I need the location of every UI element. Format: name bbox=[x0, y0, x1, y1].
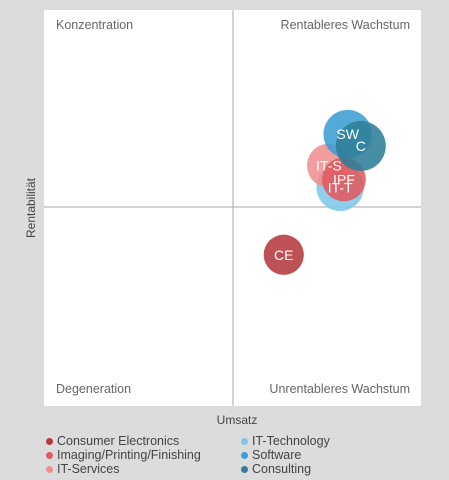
bubble-label-ce: CE bbox=[274, 247, 293, 263]
x-axis-label: Umsatz bbox=[217, 413, 258, 427]
legend-label: Consulting bbox=[252, 462, 312, 476]
legend-marker bbox=[46, 437, 53, 445]
bubble-label-c: C bbox=[356, 138, 366, 154]
legend-label: Imaging/Printing/Finishing bbox=[57, 448, 201, 462]
bubble-ce bbox=[263, 234, 304, 275]
quadrant-label-top-right: Rentableres Wachstum bbox=[281, 18, 410, 32]
legend-label: IT-Technology bbox=[252, 434, 330, 448]
legend-item[interactable]: IT-Services bbox=[46, 462, 241, 476]
legend-marker bbox=[241, 465, 248, 473]
legend-marker bbox=[241, 437, 248, 445]
legend-item[interactable]: Consumer Electronics bbox=[46, 434, 241, 448]
legend-item[interactable]: Consulting bbox=[241, 462, 426, 476]
legend-label: Software bbox=[252, 448, 302, 462]
legend-item[interactable]: Software bbox=[241, 448, 426, 462]
legend-label: Consumer Electronics bbox=[57, 434, 180, 448]
quadrant-label-bottom-right: Unrentableres Wachstum bbox=[269, 382, 410, 396]
legend-label: IT-Services bbox=[57, 462, 120, 476]
bubble-label-sw: SW bbox=[336, 126, 359, 142]
legend-marker bbox=[46, 451, 53, 459]
bubble-label-it-t: IT-T bbox=[328, 179, 353, 195]
bubble-c bbox=[335, 120, 386, 171]
bubble-label-ipf: IPF bbox=[333, 171, 355, 187]
y-axis-label: Rentabilität bbox=[24, 177, 38, 238]
legend-marker bbox=[46, 465, 53, 473]
chart-legend: Consumer Electronics IT-Technology Imaging… bbox=[46, 434, 426, 476]
quadrant-label-bottom-left: Degeneration bbox=[56, 382, 131, 396]
legend-marker bbox=[241, 451, 248, 459]
quadrant-label-top-left: Konzentration bbox=[56, 18, 133, 32]
bubble-label-it-s: IT-S bbox=[316, 158, 342, 174]
legend-item[interactable]: Imaging/Printing/Finishing bbox=[46, 448, 241, 462]
legend-item[interactable]: IT-Technology bbox=[241, 434, 426, 448]
